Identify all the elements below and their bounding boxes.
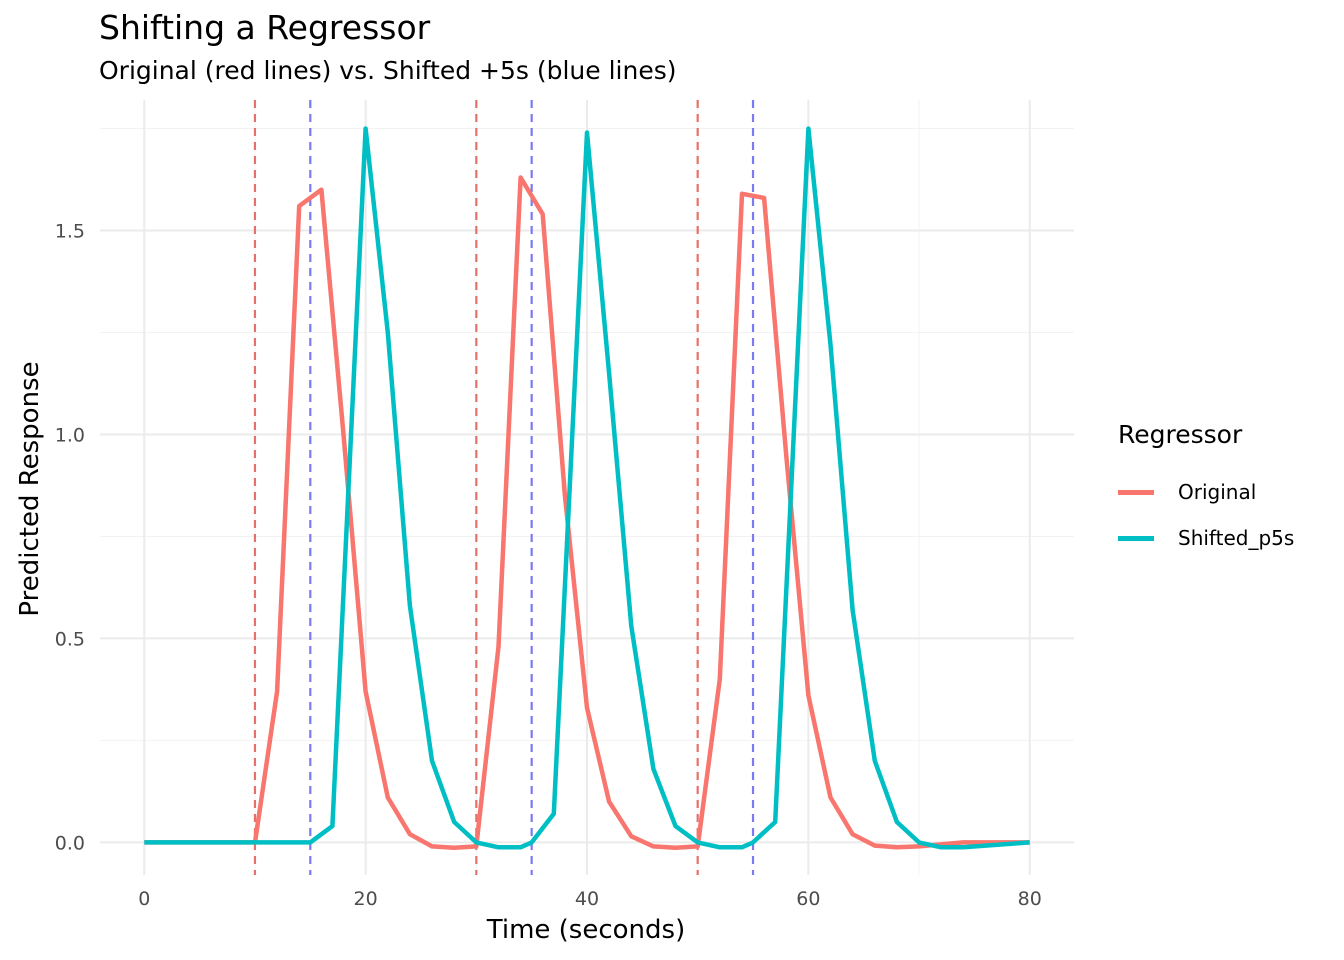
legend-item-shifted: Shifted_p5s [1118,515,1294,561]
y-tick-label: 0.5 [55,628,85,650]
event-lines [253,100,755,875]
x-tick-label: 40 [575,888,599,910]
legend-key-shifted [1118,535,1154,541]
chart-subtitle: Original (red lines) vs. Shifted +5s (bl… [99,56,677,85]
y-tick-label: 0.0 [55,832,85,854]
grid-lines [100,100,1074,875]
y-tick-label: 1.0 [55,424,85,446]
legend-title: Regressor [1118,420,1243,449]
chart-title: Shifting a Regressor [99,8,431,47]
x-tick-label: 60 [796,888,820,910]
x-tick-label: 0 [138,888,150,910]
x-tick-label: 80 [1018,888,1042,910]
y-tick-label: 1.5 [55,221,85,243]
series-line-original [144,175,1030,850]
series-lines [144,126,1030,850]
legend-label-original: Original [1178,480,1257,504]
legend-key-original [1118,489,1154,495]
axis-tick-labels: 0.0 0.5 1.0 1.5 0 20 40 60 80 [55,221,1042,910]
legend: Regressor Original Shifted_p5s [1118,420,1294,561]
x-tick-label: 20 [354,888,378,910]
y-axis-label: Predicted Response [15,361,45,616]
legend-item-original: Original [1118,469,1294,515]
legend-label-shifted: Shifted_p5s [1178,526,1295,550]
x-axis-label: Time (seconds) [486,915,685,945]
series-line-shifted [144,126,1030,850]
